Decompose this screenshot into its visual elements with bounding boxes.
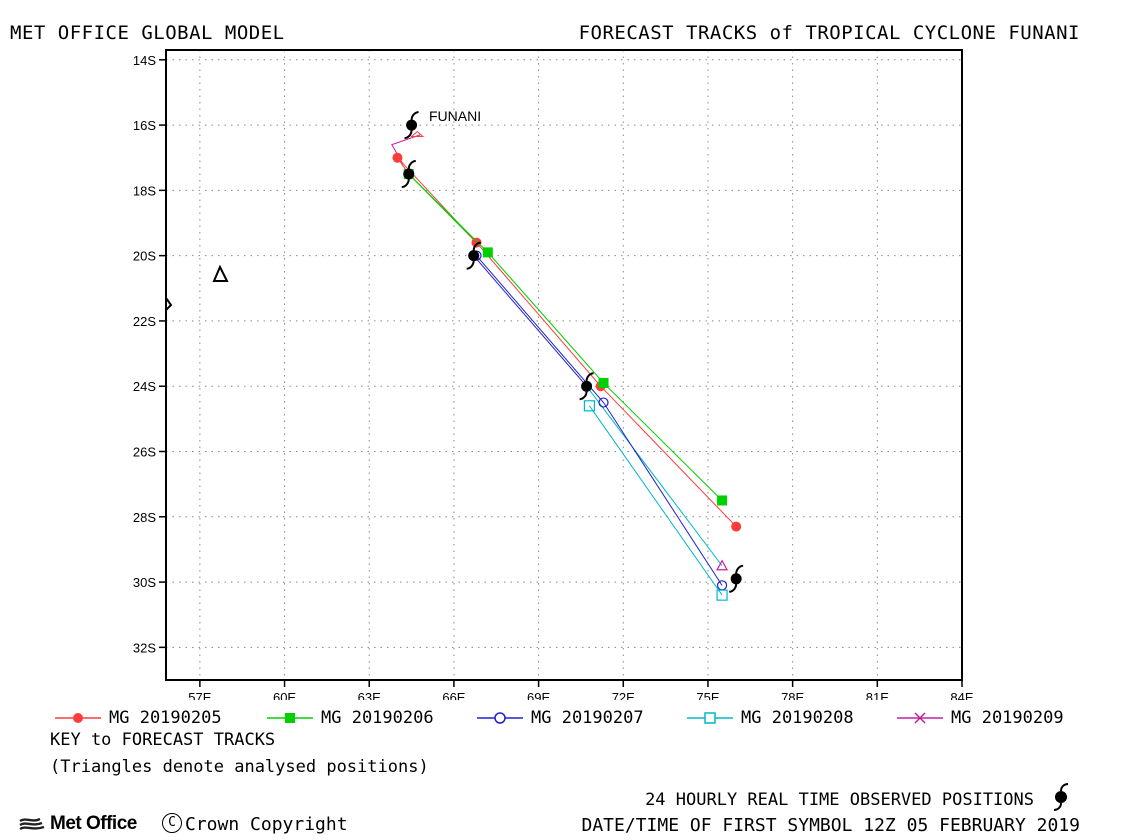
cyclone-symbol-core <box>581 380 593 392</box>
header-chart-title: FORECAST TRACKS of TROPICAL CYCLONE FUNA… <box>578 22 1080 44</box>
x-tick-label: 63E <box>358 690 381 700</box>
data-point <box>598 397 609 408</box>
series-mg-20190209 <box>716 559 729 571</box>
observed-positions-label: 24 HOURLY REAL TIME OBSERVED POSITIONS <box>645 790 1034 810</box>
data-point <box>716 589 728 601</box>
data-point <box>716 559 729 571</box>
cyclone-symbol-core <box>406 119 418 131</box>
data-point <box>598 377 609 388</box>
series-line <box>588 405 723 596</box>
cyclone-symbol-arm <box>472 241 481 251</box>
y-tick-label: 22S <box>133 314 156 329</box>
x-tick-label: 60E <box>273 690 296 700</box>
cyclone-symbol-arm <box>401 178 410 189</box>
analysed-track-line <box>473 255 587 387</box>
legend-label: MG 20190208 <box>741 708 854 728</box>
cyclone-track-chart: 57E 60E 63E 66E 69E 72E 75E 78E 81E 84E 14S 16S 18S 2… <box>133 49 974 700</box>
data-point <box>392 152 403 163</box>
cyclone-symbol-arm <box>410 111 419 121</box>
observed-cyclone-symbol <box>466 241 481 270</box>
y-tick-label: 18S <box>133 183 156 198</box>
met-office-logo-text: Met Office <box>50 813 137 834</box>
data-point <box>731 521 742 532</box>
legend: MG 20190205 MG 20190206 MG 20190207 MG 2… <box>55 707 1115 731</box>
observed-cyclone-symbol <box>404 111 419 140</box>
plot-frame <box>165 49 963 681</box>
data-point <box>583 400 596 412</box>
x-tick-label: 72E <box>612 690 635 700</box>
series-line <box>397 157 737 527</box>
analysed-track-line <box>586 385 723 567</box>
cyclone-symbol-arm <box>466 260 475 270</box>
series-mg-20190208 <box>583 400 728 601</box>
y-tick-label: 30S <box>133 575 156 590</box>
y-tick-label: 24S <box>133 379 156 394</box>
chart-grid <box>166 50 962 680</box>
legend-marker-open-circle <box>477 712 523 724</box>
cyclone-symbol-icon <box>1053 783 1069 811</box>
cyclone-symbol-core <box>468 250 480 262</box>
cyclone-symbol-arm <box>735 564 744 574</box>
legend-label: MG 20190205 <box>109 708 222 728</box>
copyright-notice: C Crown Copyright <box>162 813 348 835</box>
island-outline-mauritius <box>165 297 173 311</box>
y-tick-label: 14S <box>133 53 156 68</box>
copyright-symbol: C <box>162 813 182 833</box>
data-point <box>717 495 728 506</box>
legend-marker-open-square <box>687 712 733 724</box>
x-tick-label: 75E <box>696 690 719 700</box>
y-tick-label: 26S <box>133 445 156 460</box>
y-tick-label: 28S <box>133 510 156 525</box>
key-note: (Triangles denote analysed positions) <box>50 757 429 777</box>
cyclone-symbol-arm <box>407 160 416 170</box>
cyclone-symbol-arm <box>404 129 413 140</box>
island-outline-rodrigues <box>212 264 229 282</box>
observed-positions <box>401 111 744 593</box>
legend-marker-filled-circle <box>55 713 101 723</box>
met-office-swirl-icon <box>19 817 45 831</box>
legend-label: MG 20190209 <box>951 708 1064 728</box>
x-tick-label: 84E <box>950 690 973 700</box>
axis-ticks: 57E 60E 63E 66E 69E 72E 75E 78E 81E 84E 14S 16S 18S 2… <box>133 53 974 700</box>
x-tick-label: 66E <box>442 690 465 700</box>
y-tick-label: 32S <box>133 640 156 655</box>
x-tick-label: 69E <box>527 690 550 700</box>
legend-marker-filled-square <box>267 713 313 723</box>
cyclone-symbol-core <box>403 168 415 180</box>
x-tick-label: 57E <box>188 690 211 700</box>
forecast-series <box>392 152 742 601</box>
island-outlines <box>165 264 229 311</box>
series-line <box>408 173 723 501</box>
cyclone-symbol-core <box>730 573 742 585</box>
data-point <box>482 247 493 258</box>
x-tick-label: 78E <box>781 690 804 700</box>
copyright-text: Crown Copyright <box>185 814 348 835</box>
y-tick-label: 20S <box>133 249 156 264</box>
storm-name-label: FUNANI <box>429 108 481 124</box>
observed-cyclone-symbol <box>579 372 594 401</box>
cyclone-symbol-arm <box>579 391 588 401</box>
key-title: KEY to FORECAST TRACKS <box>50 730 276 750</box>
data-point <box>471 237 482 248</box>
legend-marker-x <box>897 712 943 724</box>
cyclone-symbol-arm <box>585 372 594 382</box>
legend-label: MG 20190207 <box>531 708 644 728</box>
header-model-name: MET OFFICE GLOBAL MODEL <box>10 22 285 44</box>
first-symbol-datetime: DATE/TIME OF FIRST SYMBOL 12Z 05 FEBRUAR… <box>581 815 1081 836</box>
observed-cyclone-symbol <box>401 160 416 189</box>
observed-cyclone-symbol <box>729 564 744 593</box>
cyclone-symbol-arm <box>729 583 738 593</box>
analysed-position-triangle <box>410 130 425 138</box>
series-line <box>476 255 723 586</box>
x-tick-label: 81E <box>866 690 889 700</box>
y-tick-label: 16S <box>133 118 156 133</box>
series-mg-20190206 <box>403 169 728 506</box>
legend-label: MG 20190206 <box>321 708 434 728</box>
